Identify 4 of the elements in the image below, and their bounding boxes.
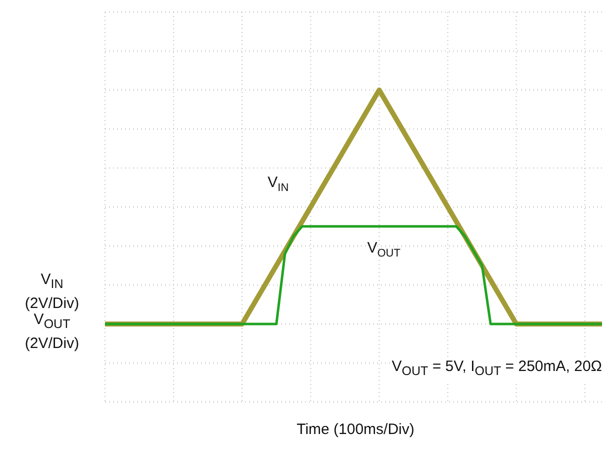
y-axis-title: V$_{IN}$ (2V/Div) bbox=[24, 270, 80, 313]
text: V$_{OUT}$ (2V/Div) bbox=[24, 311, 80, 353]
text: Time (100ms/Div) bbox=[296, 420, 416, 439]
text: V$_{OUT}$ = 5V, I$_{OUT}$ = 250mA, 20Ω bbox=[392, 357, 602, 381]
